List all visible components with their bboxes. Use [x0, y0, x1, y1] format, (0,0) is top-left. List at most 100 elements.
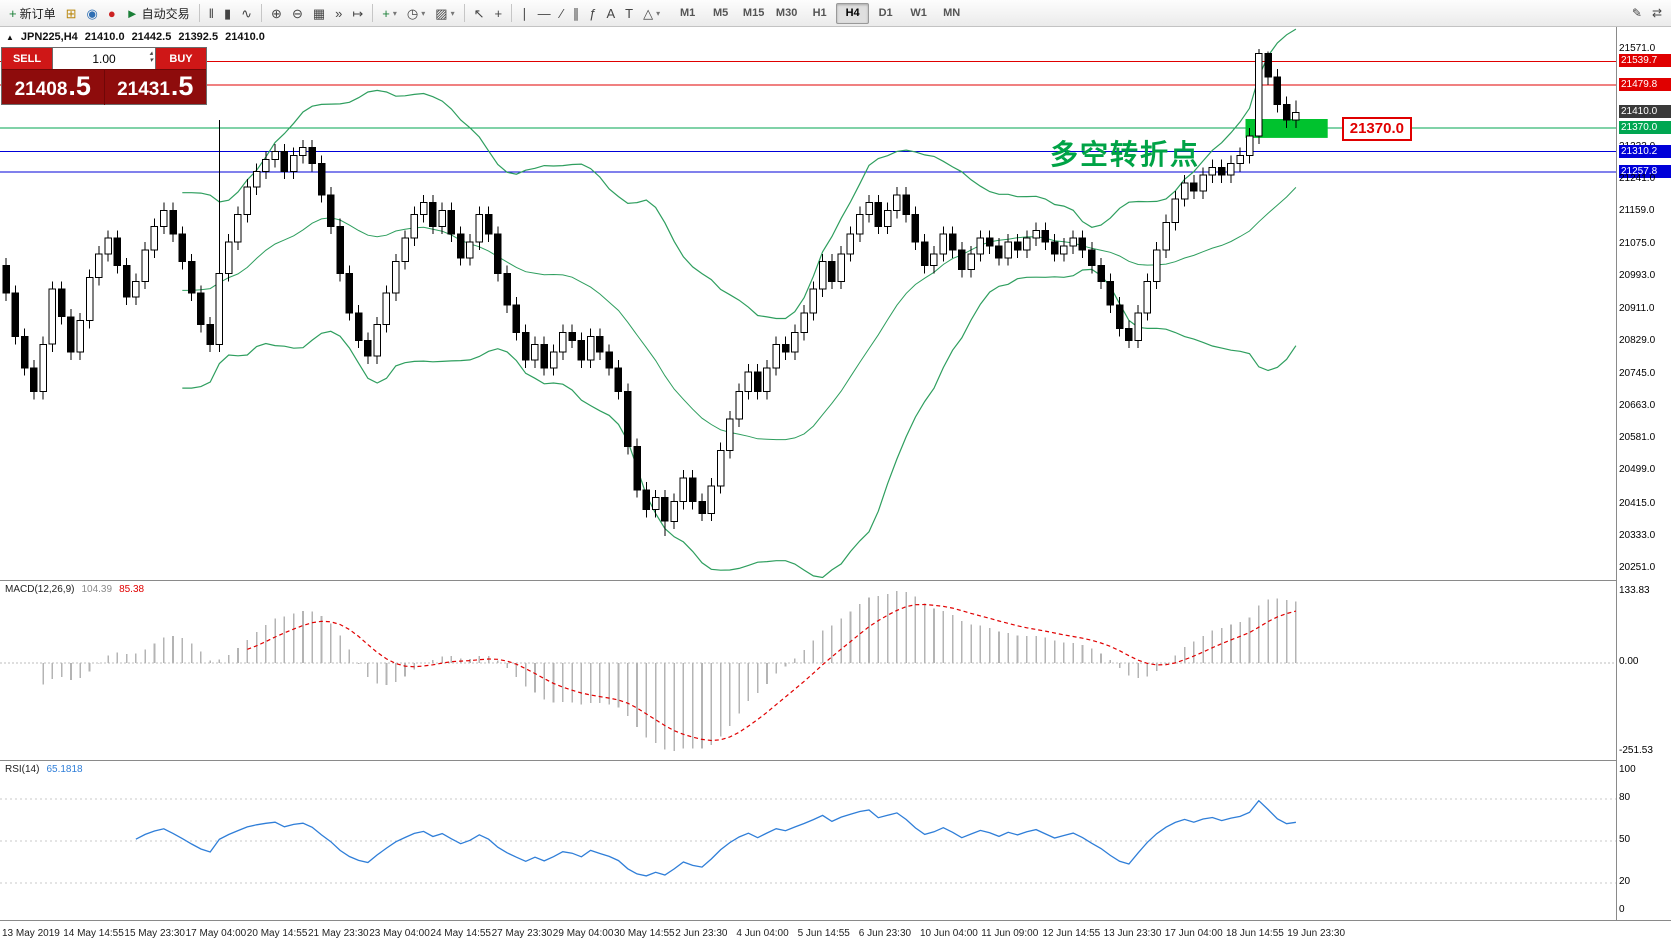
- timeframe-m15[interactable]: M15: [742, 7, 765, 19]
- price-scale-label-plain: 21159.0: [1619, 205, 1655, 216]
- periods-button[interactable]: ◷ ▾: [402, 2, 430, 25]
- toolbar-button-group: + 新订单 ⊞ ◉ ● ► 自动交易 ‖ ▮ ∿ ⊕ ⊖ ▦» ↦ + ▾ ◷ ▾ ▨ ▾ ↖ + ∣ — ∕ ∥ ƒ A T △ ▾: [4, 2, 665, 25]
- price-callout-label[interactable]: 21370.0: [1341, 117, 1412, 142]
- price-scale-label-plain: 20251.0: [1619, 562, 1656, 573]
- chart-shift-button[interactable]: ↦: [347, 2, 368, 25]
- auto-scroll-button[interactable]: »: [330, 2, 347, 25]
- auto-trading-button[interactable]: ► 自动交易: [121, 2, 195, 25]
- price-scale-label-blue: 21310.2: [1619, 145, 1671, 158]
- price-scale-label-rsi: 80: [1619, 792, 1631, 803]
- chart-window-icon-glyph: ⊞: [65, 5, 77, 21]
- timeframe-m5[interactable]: M5: [712, 7, 729, 19]
- line-chart-type-button[interactable]: ∿: [236, 2, 257, 25]
- timeframe-h1[interactable]: H1: [812, 7, 827, 19]
- price-scale-label-plain: 21075.0: [1619, 238, 1656, 249]
- vertical-line-button[interactable]: ∣: [516, 2, 533, 25]
- rsi-indicator-panel[interactable]: RSI(14) 65.1818: [0, 760, 1616, 921]
- timeframe-toolbar: M1 M5 M15 M30 H1 H4 D1 W1 MN: [671, 2, 968, 24]
- rsi-header: RSI(14) 65.1818: [5, 764, 83, 775]
- price-scale-divider: [1616, 27, 1617, 920]
- candlestick-chart-canvas[interactable]: [0, 27, 1616, 580]
- chart-expander-icon[interactable]: ▲: [6, 32, 14, 42]
- price-scale-label-plain: 20581.0: [1619, 432, 1656, 443]
- time-axis-label: 23 May 04:00: [369, 928, 430, 939]
- indicators-button[interactable]: + ▾: [377, 2, 402, 25]
- time-axis-label: 12 Jun 14:55: [1042, 928, 1101, 939]
- buy-button[interactable]: BUY: [156, 48, 206, 69]
- time-axis-label: 24 May 14:55: [430, 928, 491, 939]
- highlight-rectangle[interactable]: [1245, 119, 1328, 138]
- trendline-button[interactable]: ∕: [556, 2, 568, 25]
- toolbar-separator: [198, 4, 200, 22]
- new-order-button[interactable]: + 新订单: [4, 2, 61, 25]
- text-label-button[interactable]: T: [620, 2, 638, 25]
- shapes-button[interactable]: △ ▾: [638, 2, 665, 25]
- candlestick-chart-type-button-glyph: ▮: [223, 5, 232, 21]
- crosshair-button-glyph: +: [494, 5, 503, 21]
- volume-stepper-arrows[interactable]: ▴ ▾: [149, 50, 153, 64]
- equidistant-channel-button[interactable]: ∥: [568, 2, 585, 25]
- sell-price-button[interactable]: 21408.5: [2, 70, 104, 105]
- profile-icon[interactable]: ◉: [82, 2, 103, 25]
- price-scale-label-plain: 21571.0: [1619, 43, 1656, 54]
- auto-trading-button-label: 自动交易: [141, 6, 190, 21]
- shapes-button-glyph: △: [643, 5, 654, 21]
- buy-price-main: 21431: [117, 79, 170, 100]
- macd-indicator-panel[interactable]: MACD(12,26,9) 104.39 85.38: [0, 580, 1616, 761]
- chart-text-annotation[interactable]: 多空转折点: [1050, 139, 1201, 170]
- tile-windows-button[interactable]: ▦: [308, 2, 330, 25]
- bar-high: 21442.5: [131, 31, 172, 43]
- text-button[interactable]: A: [601, 2, 620, 25]
- templates-button[interactable]: ▨ ▾: [430, 2, 459, 25]
- chevron-down-icon: ▾: [392, 8, 397, 18]
- time-axis-label: 6 Jun 23:30: [858, 928, 912, 939]
- price-scale-label-macd-max: 133.83: [1619, 585, 1650, 596]
- zoom-in-button[interactable]: ⊕: [266, 2, 287, 25]
- bar-chart-type-button[interactable]: ‖: [204, 2, 219, 25]
- zoom-out-button[interactable]: ⊖: [287, 2, 308, 25]
- horizontal-line-button[interactable]: —: [533, 2, 556, 25]
- time-axis-label: 17 Jun 04:00: [1164, 928, 1223, 939]
- volume-down-icon[interactable]: ▾: [149, 57, 153, 64]
- timeframe-m1[interactable]: M1: [679, 7, 696, 19]
- rsi-canvas[interactable]: [0, 761, 1616, 921]
- cursor-button[interactable]: ↖: [469, 2, 490, 25]
- macd-signal-value: 85.38: [119, 584, 145, 595]
- timeframe-d1[interactable]: D1: [878, 7, 893, 19]
- timeframe-h4[interactable]: H4: [836, 2, 870, 24]
- toolbar-separator: [463, 4, 465, 22]
- bar-open: 21410.0: [84, 31, 125, 43]
- volume-spinner[interactable]: 1.00 ▴ ▾: [52, 48, 156, 69]
- timeframe-m30[interactable]: M30: [775, 7, 798, 19]
- fibonacci-button[interactable]: ƒ: [584, 2, 601, 25]
- chart-window-icon[interactable]: ⊞: [61, 2, 82, 25]
- time-axis-label: 18 Jun 14:55: [1226, 928, 1284, 939]
- price-scale-label-rsi: 100: [1619, 764, 1636, 775]
- timeframe-mn[interactable]: MN: [943, 7, 961, 19]
- macd-canvas[interactable]: [0, 581, 1616, 761]
- edit-pencil-icon[interactable]: ✎: [1631, 6, 1642, 20]
- switch-windows-icon[interactable]: ⇄: [1651, 6, 1662, 20]
- time-axis[interactable]: 13 May 2019 14 May 14:55 15 May 23:30 17 Ma…: [0, 920, 1671, 946]
- sell-button[interactable]: SELL: [2, 48, 52, 69]
- crosshair-button[interactable]: +: [489, 2, 507, 25]
- main-chart[interactable]: ▲ JPN225,H4 21410.0 21442.5 21392.5 2141…: [0, 27, 1616, 580]
- candlestick-chart-type-button[interactable]: ▮: [219, 2, 236, 25]
- time-axis-label: 10 Jun 04:00: [920, 928, 978, 939]
- timeframe-w1[interactable]: W1: [910, 7, 927, 19]
- time-axis-label: 19 Jun 23:30: [1287, 928, 1346, 939]
- horizontal-line-button-glyph: —: [537, 5, 551, 21]
- time-axis-label: 20 May 14:55: [246, 928, 308, 939]
- sell-price-main: 21408: [14, 79, 68, 100]
- volume-up-icon[interactable]: ▴: [149, 50, 153, 57]
- time-axis-label: 4 Jun 04:00: [736, 928, 789, 939]
- price-scale-label-red: 21479.8: [1619, 78, 1671, 91]
- toolbar-separator: [511, 4, 513, 22]
- trendline-button-glyph: ∕: [560, 5, 563, 21]
- bar-chart-type-button-glyph: ‖: [208, 5, 214, 21]
- community-icon[interactable]: ●: [103, 2, 121, 25]
- equidistant-channel-button-glyph: ∥: [572, 5, 580, 21]
- buy-price-button[interactable]: 21431.5: [103, 70, 207, 105]
- indicators-button-glyph: +: [382, 5, 390, 21]
